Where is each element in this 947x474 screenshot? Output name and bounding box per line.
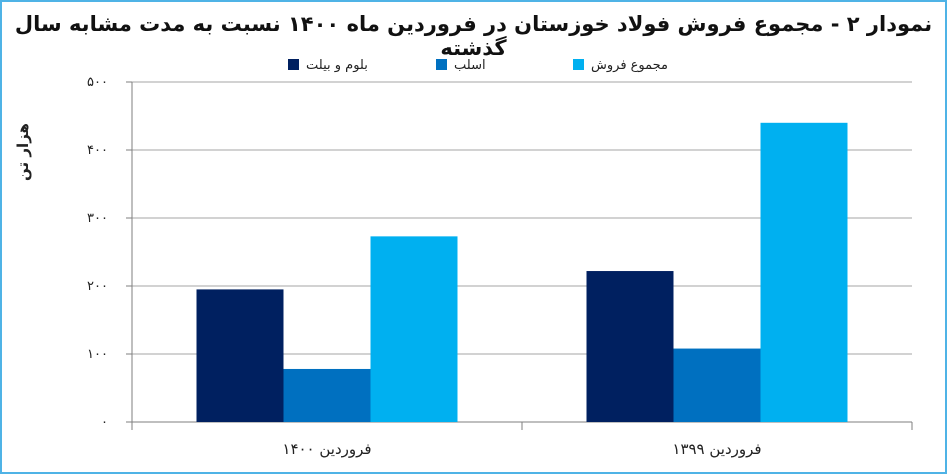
x-category-label: فروردین ۱۳۹۹ bbox=[672, 440, 761, 458]
x-category-label: فروردین ۱۴۰۰ bbox=[282, 440, 371, 458]
bar bbox=[283, 368, 371, 422]
legend-swatch bbox=[573, 59, 584, 70]
bar bbox=[586, 271, 674, 422]
legend-swatch bbox=[288, 59, 299, 70]
y-tick-label: ۳۰۰ bbox=[87, 211, 108, 226]
y-axis-title: هزار تن bbox=[14, 123, 32, 181]
bar bbox=[370, 236, 458, 422]
chart-title: نمودار ۲ - مجموع فروش فولاد خوزستان در ف… bbox=[14, 12, 933, 60]
legend-label: اسلب bbox=[454, 58, 486, 73]
y-tick-label: ۱۰۰ bbox=[87, 347, 108, 362]
y-tick-label: ۰ bbox=[101, 415, 108, 430]
bar bbox=[196, 289, 284, 422]
legend-label: بلوم و بیلت bbox=[306, 58, 368, 73]
bar bbox=[760, 122, 848, 423]
legend-swatch bbox=[436, 59, 447, 70]
y-tick-label: ۲۰۰ bbox=[87, 279, 108, 294]
y-tick-label: ۴۰۰ bbox=[87, 143, 108, 158]
bar bbox=[673, 348, 761, 422]
legend-label: مجموع فروش bbox=[591, 58, 668, 73]
y-tick-label: ۵۰۰ bbox=[87, 75, 108, 90]
